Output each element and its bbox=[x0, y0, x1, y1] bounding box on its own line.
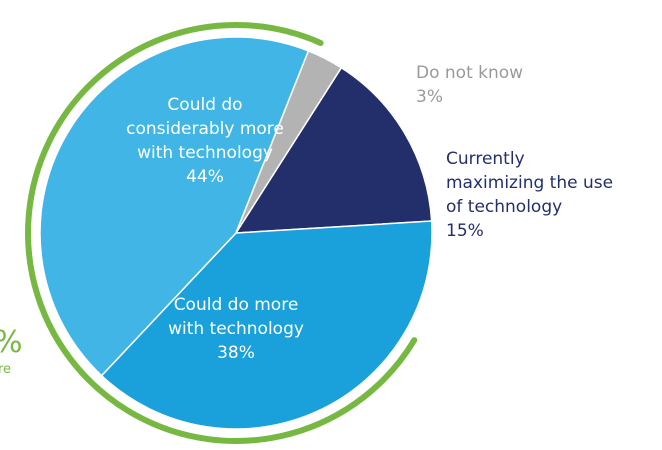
slice-label-2: Could do considerably more with technology… bbox=[126, 95, 284, 187]
outer-arc-label-value: % bbox=[0, 325, 23, 360]
pie-slices bbox=[39, 36, 433, 430]
pie-slice-1 bbox=[100, 220, 433, 430]
slice-label-0: Currently maximizing the use of technology… bbox=[446, 149, 613, 241]
pie-slice-0 bbox=[234, 66, 433, 234]
slice-label-1: Could do more with technology 38% bbox=[168, 295, 304, 363]
outer-arc-label-caption: re bbox=[0, 362, 11, 377]
outer-arc-group bbox=[25, 22, 418, 444]
outer-arc bbox=[25, 22, 418, 444]
pie-slice-3 bbox=[235, 49, 343, 234]
slice-labels: Currently maximizing the use of technology… bbox=[0, 63, 613, 377]
pie-slice-2 bbox=[39, 36, 310, 377]
slice-label-3: Do not know 3% bbox=[416, 63, 523, 107]
